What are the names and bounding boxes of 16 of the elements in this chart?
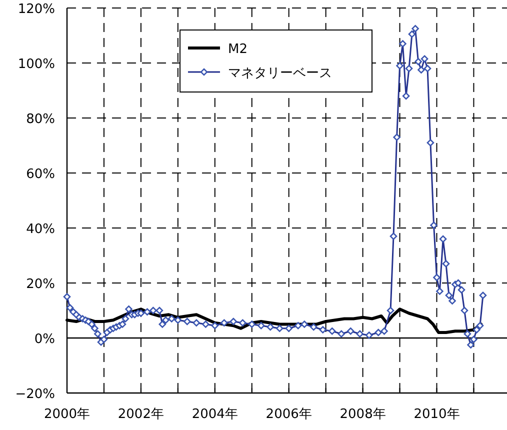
y-tick-label: 100% <box>18 57 55 72</box>
y-tick-label: 0% <box>34 332 55 347</box>
y-tick-label: −20% <box>15 387 55 402</box>
y-tick-label: 40% <box>26 222 55 237</box>
y-tick-label: 120% <box>18 2 55 17</box>
x-tick-label: 2004年 <box>192 407 238 422</box>
y-tick-label: 20% <box>26 277 55 292</box>
legend-label: マネタリーベース <box>228 66 332 81</box>
y-tick-label: 80% <box>26 112 55 127</box>
x-tick-label: 2002年 <box>118 407 164 422</box>
x-tick-label: 2000年 <box>44 407 90 422</box>
x-tick-label: 2010年 <box>414 407 460 422</box>
legend-label: M2 <box>228 42 248 57</box>
x-tick-label: 2008年 <box>340 407 386 422</box>
x-tick-label: 2006年 <box>266 407 312 422</box>
y-tick-label: 60% <box>26 167 55 182</box>
